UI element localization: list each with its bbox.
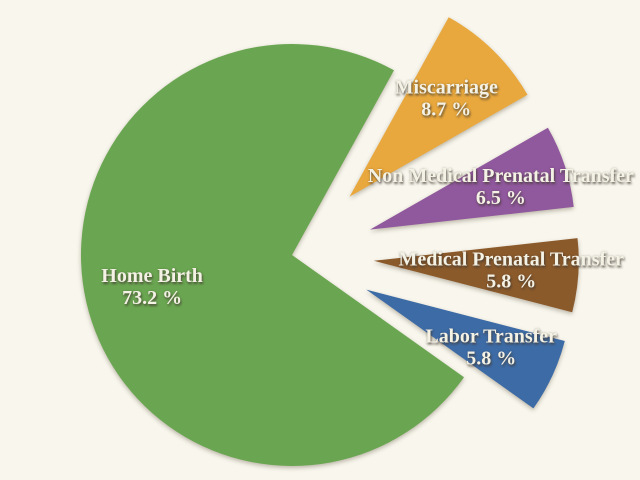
pie-slice-label-labor-transfer: Labor Transfer (425, 326, 557, 348)
pie-slice-miscarriage (349, 17, 528, 197)
pie-slice-home-birth (80, 44, 465, 467)
pie-slice-value-labor-transfer: 5.8 % (466, 348, 516, 370)
pie-slice-non-medical-prenatal-transfer (370, 127, 574, 230)
pie-slice-medical-prenatal-transfer (373, 238, 579, 313)
pie-slice-label-home-birth: Home Birth (101, 265, 203, 287)
pie-slice-label-non-medical-prenatal-transfer: Non Medical Prenatal Transfer (368, 165, 634, 187)
pie-slice-label-medical-prenatal-transfer: Medical Prenatal Transfer (398, 249, 624, 271)
pie-slice-value-miscarriage: 8.7 % (421, 99, 471, 121)
pie-slice-value-home-birth: 73.2 % (122, 287, 182, 309)
pie-slice-value-non-medical-prenatal-transfer: 6.5 % (476, 187, 526, 209)
pie-slice-labor-transfer (366, 289, 565, 409)
pie-slice-value-medical-prenatal-transfer: 5.8 % (486, 271, 536, 293)
pie-slice-label-miscarriage: Miscarriage (395, 77, 498, 99)
